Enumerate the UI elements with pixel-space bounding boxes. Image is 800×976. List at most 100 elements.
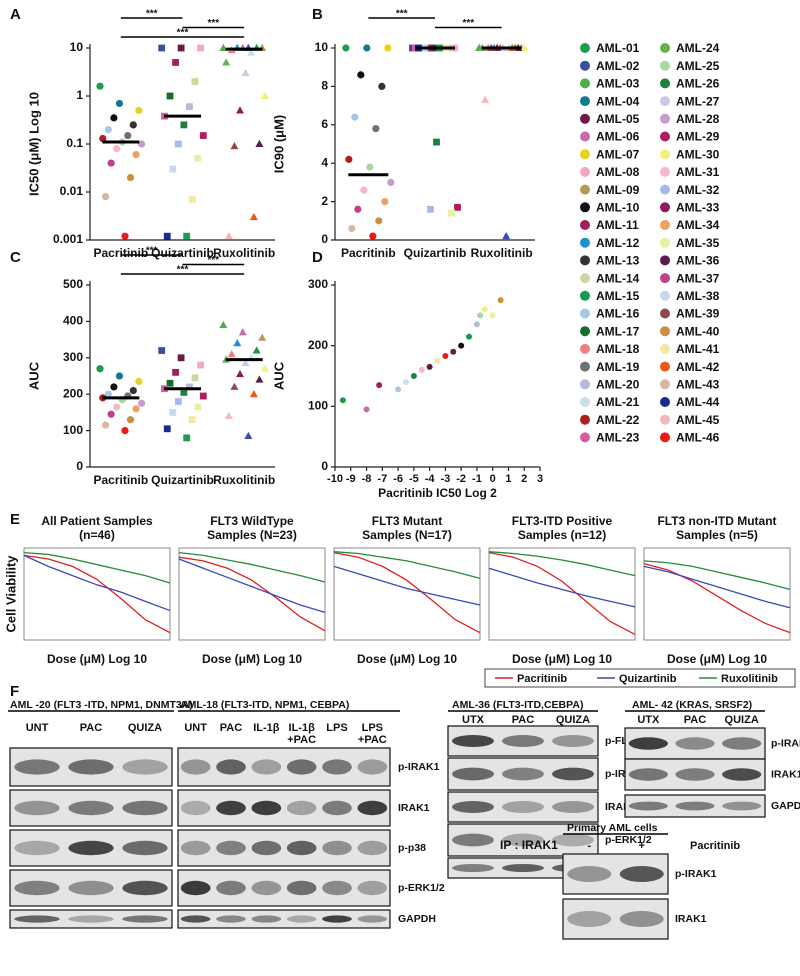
- x-tick-label: 1: [505, 473, 511, 485]
- legend-label: AML-43: [676, 377, 720, 391]
- chart-title: Samples (n=5): [676, 528, 758, 542]
- curve: [23, 551, 171, 584]
- blot-band: [357, 880, 388, 896]
- data-point: [174, 140, 182, 148]
- data-point: [186, 383, 193, 391]
- curve: [643, 560, 791, 591]
- data-point: [199, 392, 207, 400]
- plot-frame: [643, 547, 791, 641]
- data-point: [183, 232, 191, 240]
- data-point: [177, 44, 185, 52]
- data-point: [166, 92, 174, 100]
- blot-row-label: p-IRAK1: [398, 761, 440, 773]
- curve: [643, 563, 791, 634]
- blot-band: [180, 840, 211, 856]
- curve: [333, 551, 481, 579]
- blot-strip: [177, 789, 391, 827]
- data-point: [169, 409, 177, 416]
- lane-label: +: [639, 840, 645, 852]
- legend-label: AML-42: [676, 360, 720, 374]
- panel-label: C: [10, 249, 21, 266]
- curve: [488, 567, 636, 608]
- blot-title: AML- 42 (KRAS, SRSF2): [632, 699, 752, 711]
- data-point: [481, 95, 490, 103]
- curve: [488, 551, 636, 636]
- legend-marker: [660, 149, 670, 160]
- y-tick-label: 300: [308, 277, 328, 291]
- x-tick-label: 3: [537, 473, 543, 485]
- legend-box: [484, 668, 796, 688]
- y-tick-label: 500: [63, 277, 83, 291]
- legend-label: AML-06: [596, 130, 640, 144]
- lane-label: +PAC: [287, 734, 316, 746]
- blot-band: [68, 759, 114, 775]
- blot-strip: [562, 898, 669, 940]
- data-point: [241, 359, 250, 367]
- data-point: [110, 114, 118, 122]
- blot-band: [722, 737, 762, 750]
- lane-label: +PAC: [358, 734, 387, 746]
- data-point: [236, 369, 245, 378]
- significance-label: ***: [177, 265, 189, 276]
- data-point: [183, 434, 191, 442]
- legend-label: AML-46: [676, 431, 720, 445]
- data-point: [363, 406, 370, 413]
- chart-title: Samples (n=12): [518, 528, 606, 542]
- data-point: [434, 357, 441, 364]
- blot-band: [502, 864, 544, 872]
- x-tick-label: 2: [521, 473, 527, 485]
- legend-label: AML-40: [676, 324, 720, 338]
- legend-marker: [580, 78, 590, 89]
- blot-band: [14, 759, 60, 775]
- blot-band: [180, 880, 211, 896]
- data-point: [260, 364, 269, 372]
- significance-label: ***: [146, 246, 158, 257]
- y-tick-label: 0.001: [53, 232, 83, 246]
- lane-label: QUIZA: [128, 722, 162, 734]
- data-point: [169, 165, 177, 173]
- data-point: [354, 205, 362, 213]
- data-point: [110, 383, 118, 391]
- legend-label: AML-15: [596, 289, 640, 303]
- chart-title: FLT3 WildType: [210, 514, 294, 528]
- x-tick-label: Pacritinib: [341, 246, 396, 260]
- data-point: [224, 231, 233, 240]
- blot-strip: [177, 909, 391, 929]
- y-axis-label: Cell Viability: [3, 555, 18, 633]
- legend-label: AML-33: [676, 200, 720, 214]
- legend-label: AML-39: [676, 307, 720, 321]
- blot-band: [216, 915, 246, 923]
- data-point: [387, 178, 395, 186]
- data-point: [174, 398, 182, 405]
- lane-label: QUIZA: [556, 714, 590, 726]
- curve: [178, 558, 326, 614]
- blot-band: [722, 768, 762, 781]
- blot-band: [675, 737, 715, 750]
- lane-label: IL-1β: [289, 722, 316, 734]
- data-point: [158, 44, 166, 52]
- legend-marker: [580, 397, 590, 407]
- data-point: [124, 131, 132, 140]
- lane-label: QUIZA: [725, 714, 759, 726]
- data-point: [241, 68, 250, 77]
- legend-label: AML-37: [676, 271, 720, 285]
- data-point: [360, 186, 368, 194]
- legend-label: AML-19: [596, 360, 640, 374]
- x-tick-label: -4: [425, 473, 436, 485]
- data-point: [104, 125, 112, 134]
- blot-row-label: GAPDH: [771, 800, 800, 812]
- blot-row-label: p-ERK1/2: [605, 834, 652, 846]
- blot-band: [452, 767, 494, 781]
- data-point: [363, 44, 371, 52]
- data-point: [502, 231, 511, 240]
- y-axis-label: IC90 (μM): [271, 115, 286, 174]
- legend-label: AML-41: [676, 342, 720, 356]
- legend-marker: [580, 361, 590, 372]
- x-tick-label: Quizartinib: [151, 473, 214, 487]
- legend-marker: [660, 379, 670, 390]
- x-tick-label: -10: [327, 473, 343, 485]
- blot-title: AML-18 (FLT3-ITD, NPM1, CEBPA): [180, 699, 349, 711]
- legend-label: AML-25: [676, 59, 720, 73]
- data-point: [197, 361, 204, 369]
- x-tick-label: -9: [346, 473, 356, 485]
